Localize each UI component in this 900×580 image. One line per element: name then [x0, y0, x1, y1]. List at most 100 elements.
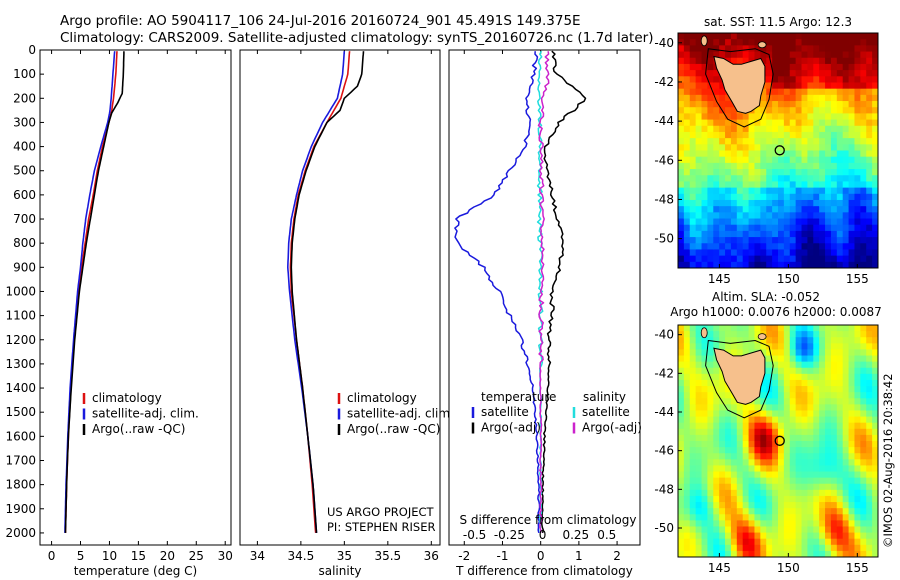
map-cell [825, 181, 832, 189]
map-cell [825, 193, 832, 201]
map-cell [730, 337, 738, 344]
map-cell [689, 550, 697, 557]
map-cell [701, 193, 709, 201]
legend-label-climatology: climatology [92, 391, 162, 405]
map-cell [766, 33, 773, 40]
map-cell [819, 355, 826, 363]
map-cell [678, 514, 685, 521]
map-cell [866, 550, 873, 557]
map-cell [807, 119, 814, 127]
map-cell [842, 150, 850, 158]
map-cell [848, 237, 856, 244]
map-cell [725, 489, 732, 497]
map-cell [872, 224, 878, 232]
map-cell [789, 495, 797, 503]
map-cell [801, 361, 809, 369]
map-cell [695, 101, 703, 108]
map-cell [819, 441, 826, 448]
map-cell [678, 187, 685, 195]
map-cell [689, 150, 697, 158]
map-cell [825, 459, 832, 467]
map-cell [866, 404, 873, 412]
map-cell [819, 514, 826, 521]
map-cell [678, 169, 685, 176]
map-cell [819, 337, 826, 344]
map-cell [872, 131, 878, 139]
map-cell [766, 532, 773, 540]
map-cell [819, 125, 826, 133]
map-cell [866, 255, 873, 263]
map-cell [819, 331, 826, 338]
map-cell [789, 520, 797, 528]
map-cell [789, 181, 797, 189]
y-tick-label: -44 [654, 405, 674, 419]
legend-label-temperature-argo-adj: Argo(-adj) [481, 421, 541, 435]
map-cell [736, 156, 744, 164]
map-cell [836, 544, 844, 552]
map-cell [766, 349, 773, 357]
map-cell [766, 82, 773, 90]
map-cell [795, 386, 803, 393]
map-cell [819, 107, 826, 114]
map-cell [795, 544, 803, 552]
map-cell [836, 379, 844, 387]
map-cell [772, 410, 779, 418]
map-cell [825, 218, 832, 226]
map-cell [736, 249, 744, 257]
map-cell [783, 45, 791, 53]
map-cell [801, 471, 809, 479]
map-cell [783, 237, 791, 244]
map-cell [830, 45, 838, 53]
map-cell [854, 212, 861, 220]
map-cell [772, 422, 779, 430]
map-cell [678, 162, 685, 170]
map-cell [772, 508, 779, 515]
map-cell [866, 453, 873, 460]
map-cell [825, 138, 832, 145]
map-cell [842, 538, 850, 546]
map-cell [678, 343, 685, 351]
map-cell [795, 94, 803, 102]
map-cell [825, 199, 832, 207]
map-cell [801, 88, 809, 96]
map-cell [719, 206, 726, 213]
map-cell [866, 465, 873, 473]
map-cell [736, 261, 744, 268]
map-cell [854, 325, 861, 332]
y-tick-label: 100 [13, 67, 36, 81]
map-cell [825, 343, 832, 351]
map-cell [719, 495, 726, 503]
map-cell [778, 218, 785, 226]
map-cell [713, 76, 720, 84]
map-cell [695, 477, 703, 485]
map-cell [683, 489, 691, 497]
map-cell [819, 169, 826, 176]
map-cell [701, 514, 709, 521]
map-cell [719, 243, 726, 251]
map-cell [683, 169, 691, 176]
map-cell [789, 230, 797, 238]
map-cell [801, 434, 809, 442]
map-cell [789, 150, 797, 158]
map-cell [783, 101, 791, 108]
map-cell [695, 386, 703, 393]
map-cell [766, 206, 773, 213]
map-cell [872, 447, 878, 454]
map-cell [789, 51, 797, 59]
map-cell [807, 508, 814, 515]
map-cell [678, 526, 685, 534]
map-cell [678, 434, 685, 442]
map-cell [872, 477, 878, 485]
map-cell [866, 343, 873, 351]
map-cell [801, 175, 809, 183]
map-cell [789, 428, 797, 436]
map-cell [760, 212, 767, 220]
map-cell [830, 101, 838, 108]
map-cell [830, 343, 838, 351]
y-tick-label: 700 [13, 212, 36, 226]
map-cell [795, 212, 803, 220]
map-cell [760, 88, 767, 96]
map-cell [683, 331, 691, 338]
map-cell [819, 255, 826, 263]
map-cell [689, 422, 697, 430]
